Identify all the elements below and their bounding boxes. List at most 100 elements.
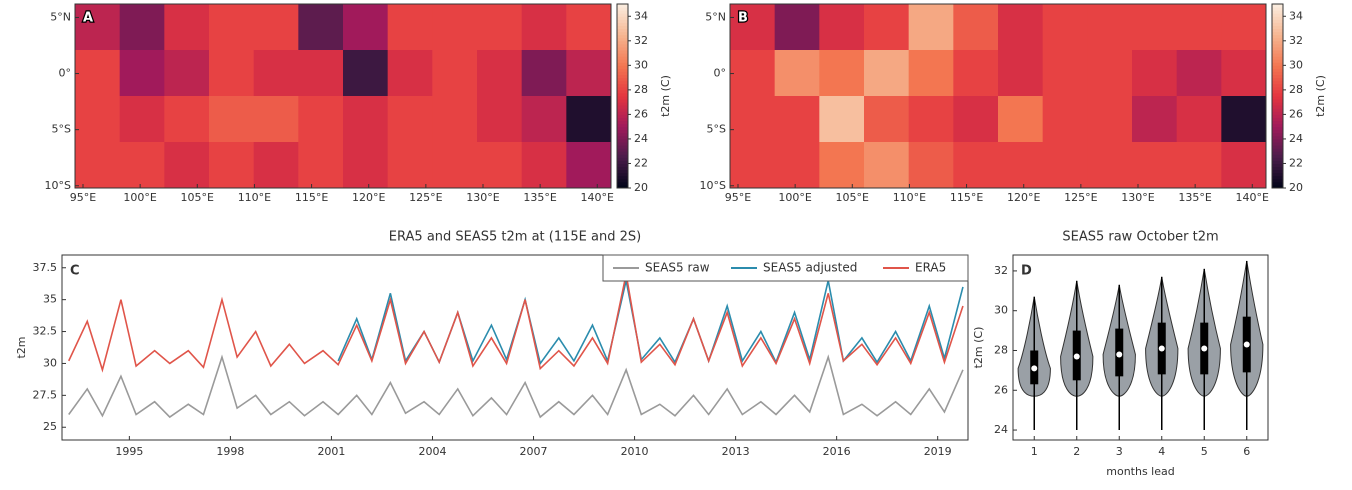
heat-cell [164, 96, 210, 143]
colorbar-tick-label: 22 [634, 156, 648, 169]
colorbar-step [1272, 181, 1283, 186]
colorbar-step [617, 65, 628, 69]
x-tick-label: 120°E [1007, 191, 1040, 204]
heat-cell [953, 142, 999, 189]
y-tick-label: 32 [994, 264, 1008, 277]
heat-cell [521, 142, 567, 189]
colorbar-step [1272, 10, 1283, 14]
colorbar-step [617, 163, 628, 168]
heat-cell [566, 50, 612, 97]
heat-cell [343, 50, 389, 97]
colorbar-step [617, 175, 628, 180]
heat-cell [253, 4, 299, 51]
heat-cell [730, 50, 776, 97]
x-tick-label: 130°E [1121, 191, 1154, 204]
colorbar-step [617, 184, 628, 189]
legend-label: SEAS5 adjusted [763, 261, 857, 275]
x-tick-label: 3 [1116, 445, 1123, 458]
heat-cell [998, 96, 1044, 143]
colorbar-step [617, 25, 628, 30]
heat-cell [1087, 96, 1133, 143]
y-tick-label: 5°N [50, 10, 71, 23]
heat-cell [119, 96, 165, 143]
colorbar-step [617, 71, 628, 76]
heat-cell [730, 96, 776, 143]
colorbar-step [1272, 114, 1283, 118]
colorbar-step [617, 157, 628, 161]
colorbar-step [617, 92, 628, 97]
colorbar-tick-label: 30 [634, 58, 648, 71]
y-tick-label: 30 [994, 304, 1008, 317]
colorbar-step [617, 138, 628, 143]
colorbar-step [1272, 59, 1283, 63]
heat-cell [432, 142, 478, 189]
colorbar-step [1272, 142, 1283, 146]
colorbar-step [1272, 16, 1283, 20]
colorbar-step [617, 28, 628, 33]
heat-cell [521, 4, 567, 51]
median-dot [1201, 345, 1208, 352]
y-tick-label: 5°N [705, 10, 726, 23]
colorbar-step [1272, 178, 1283, 183]
heat-cell [119, 4, 165, 51]
x-tick-label: 105°E [836, 191, 869, 204]
colorbar-step [617, 77, 628, 82]
colorbar-tick-label: 30 [1289, 58, 1303, 71]
y-axis-label: t2m (C) [972, 327, 985, 369]
colorbar-step [1272, 31, 1283, 36]
colorbar-step [1272, 74, 1283, 79]
x-tick-label: 115°E [950, 191, 983, 204]
colorbar-step [617, 80, 628, 85]
heat-cell [119, 50, 165, 97]
x-tick-label: 2007 [520, 445, 548, 458]
colorbar-step [1272, 50, 1283, 54]
heat-cell [75, 50, 121, 97]
colorbar-step [617, 68, 628, 72]
heat-cell [343, 4, 389, 51]
heat-cell [521, 50, 567, 97]
x-tick-label: 6 [1243, 445, 1250, 458]
colorbar-step [1272, 175, 1283, 180]
y-tick-label: 24 [994, 423, 1008, 436]
heat-cell [1087, 50, 1133, 97]
x-tick-label: 2010 [621, 445, 649, 458]
colorbar-step [617, 132, 628, 137]
colorbar-step [1272, 166, 1283, 171]
x-tick-label: 140°E [1236, 191, 1269, 204]
heat-cell [1132, 50, 1178, 97]
colorbar-step [617, 31, 628, 36]
x-tick-label: 135°E [1178, 191, 1211, 204]
heat-cell [75, 4, 121, 51]
colorbar-step [617, 123, 628, 128]
colorbar-step [1272, 172, 1283, 177]
colorbar-step [617, 86, 628, 91]
colorbar-step [1272, 145, 1283, 149]
y-tick-label: 0° [59, 67, 72, 80]
x-tick-label: 2001 [317, 445, 345, 458]
colorbar-step [617, 117, 628, 122]
heat-cell [164, 142, 210, 189]
heat-cell [477, 4, 523, 51]
colorbar-step [1272, 89, 1283, 94]
heat-cell [819, 4, 865, 51]
map-frame [729, 3, 1267, 189]
colorbar-label: t2m (C) [1314, 75, 1327, 117]
colorbar-step [617, 114, 628, 118]
plot-frame [61, 254, 969, 441]
heat-cell [1176, 4, 1222, 51]
colorbar-step [617, 37, 628, 42]
heat-cell [1176, 50, 1222, 97]
colorbar-step [1272, 111, 1283, 115]
colorbar-tick-label: 24 [1289, 132, 1303, 145]
heat-cell [432, 96, 478, 143]
colorbar-step [617, 34, 628, 39]
heat-cell [953, 4, 999, 51]
colorbar-step [1272, 132, 1283, 137]
colorbar-step [1272, 163, 1283, 168]
heat-cell [253, 142, 299, 189]
colorbar-step [1272, 135, 1283, 140]
colorbar-step [1272, 80, 1283, 85]
heat-cell [998, 50, 1044, 97]
colorbar-frame [616, 3, 629, 189]
y-tick-label: 5°S [52, 123, 71, 136]
